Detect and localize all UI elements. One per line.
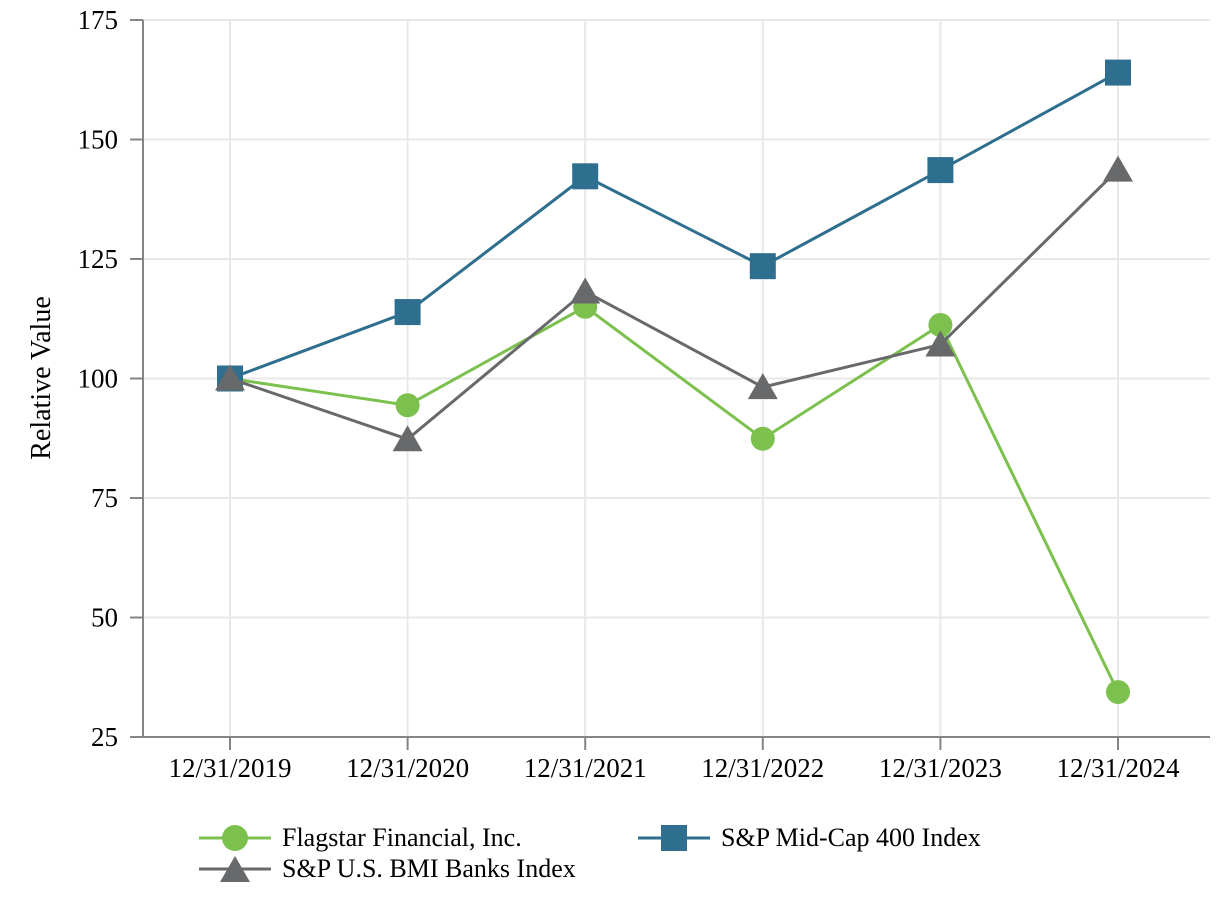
y-tick-label: 175 — [78, 5, 119, 35]
data-point-triangle — [1103, 155, 1133, 182]
series-line — [229, 168, 1120, 441]
y-tick-label: 75 — [91, 483, 118, 513]
x-tick-label: 12/31/2022 — [701, 753, 824, 783]
x-tick-label: 12/31/2019 — [168, 753, 291, 783]
data-point-circle — [1106, 680, 1130, 705]
data-point-circle — [395, 393, 420, 418]
x-tick-label: 12/31/2020 — [346, 753, 469, 783]
legend-label: Flagstar Financial, Inc. — [282, 823, 522, 852]
y-tick-label: 25 — [91, 722, 118, 752]
performance-line-chart: 25 50 75 100 125 150 175 12/31/2019 12/31/2020 12… — [78, 5, 1210, 783]
series-line — [229, 305, 1120, 693]
legend-label: S&P U.S. BMI Banks Index — [282, 854, 576, 883]
x-tick-label: 12/31/2024 — [1056, 753, 1180, 783]
y-tick-label: 50 — [91, 603, 118, 633]
data-point-triangle — [215, 364, 245, 391]
y-tick-label: 100 — [78, 364, 119, 394]
y-tick-label: 150 — [78, 125, 119, 155]
x-tick-label: 12/31/2021 — [524, 753, 647, 783]
legend-item-flagstar: Flagstar Financial, Inc. — [196, 823, 522, 853]
data-point-triangle — [925, 330, 956, 357]
series-line — [229, 71, 1119, 380]
data-point-circle — [750, 426, 775, 451]
circle-marker-icon — [199, 825, 271, 851]
data-point-triangle — [570, 277, 601, 304]
square-marker-icon — [638, 825, 710, 851]
data-point-square — [394, 299, 421, 326]
data-point-circle — [928, 312, 953, 337]
data-point-triangle — [747, 373, 778, 400]
triangle-marker-icon — [199, 856, 271, 882]
data-point-square — [572, 163, 599, 190]
y-axis-title: Relative Value — [26, 296, 57, 460]
x-tick-label: 12/31/2023 — [879, 753, 1002, 783]
data-point-triangle — [392, 425, 423, 452]
legend-label: S&P Mid-Cap 400 Index — [721, 823, 981, 852]
data-point-square — [927, 157, 954, 184]
legend-item-sp-midcap-400: S&P Mid-Cap 400 Index — [635, 823, 981, 853]
data-point-square — [1105, 59, 1131, 86]
y-tick-label: 125 — [78, 244, 119, 274]
data-point-square — [749, 253, 776, 280]
legend-item-sp-us-bmi-banks: S&P U.S. BMI Banks Index — [196, 854, 576, 884]
